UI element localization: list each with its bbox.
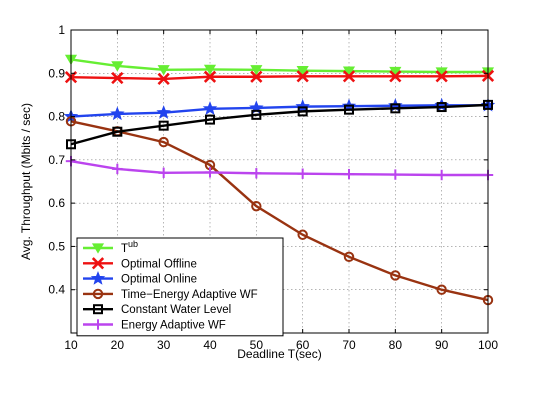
legend-marker	[92, 288, 104, 300]
legend-entry: Constant Water Level	[83, 304, 231, 316]
data-point	[343, 168, 355, 180]
data-point	[390, 103, 401, 114]
legend-marker	[90, 270, 106, 285]
legend-marker	[93, 304, 103, 315]
x-tick-label: 40	[203, 338, 217, 352]
x-tick-label: 70	[342, 338, 356, 352]
data-point	[436, 169, 447, 181]
legend-entry: Optimal Online	[83, 270, 197, 286]
series-line	[70, 159, 488, 177]
y-tick-label: 0.4	[48, 283, 65, 297]
legend-label: Time−Energy Adaptive WF	[121, 289, 258, 301]
x-tick-label: 10	[64, 338, 78, 352]
data-point	[158, 120, 169, 131]
y-axis-label: Avg. Throughput (Mbits / sec)	[19, 103, 33, 260]
data-point	[158, 167, 169, 179]
data-point	[111, 61, 124, 72]
data-point	[250, 65, 263, 76]
data-point	[251, 200, 262, 212]
series-4	[66, 99, 493, 150]
series-line	[70, 58, 488, 74]
legend-entry: Tub	[83, 239, 138, 255]
legend-entry: Time−Energy Adaptive WF	[83, 288, 258, 301]
x-tick-label: 60	[296, 338, 310, 352]
data-point	[436, 284, 447, 295]
series-line	[70, 103, 489, 146]
data-point	[344, 104, 354, 115]
x-axis-label: Deadline T(sec)	[237, 347, 321, 361]
data-point	[296, 70, 309, 83]
legend-marker	[91, 257, 105, 270]
data-point	[111, 71, 124, 85]
data-point	[390, 169, 401, 180]
data-point	[205, 114, 215, 125]
legend: Tub Optimal Offline Optimal Online Time−Ene…	[76, 237, 284, 337]
x-tick-label: 20	[111, 338, 125, 352]
data-point	[203, 64, 217, 76]
data-point	[295, 99, 310, 113]
series-2	[63, 97, 496, 123]
y-tick-label: 0.9	[48, 66, 65, 80]
series-line	[70, 120, 489, 302]
legend-label: Constant Water Level	[121, 304, 231, 316]
data-point	[204, 167, 216, 178]
legend-marker	[91, 243, 105, 254]
data-point	[297, 168, 308, 179]
series-line	[70, 104, 488, 118]
y-tick-label: 0.8	[48, 110, 65, 124]
data-point	[158, 136, 169, 148]
series-5	[65, 155, 494, 181]
y-tick-label: 0.5	[48, 239, 65, 253]
data-point	[251, 109, 262, 120]
series-3	[65, 116, 494, 306]
legend-entry: Optimal Offline	[83, 257, 197, 270]
data-point	[202, 101, 218, 115]
legend-box	[76, 237, 284, 337]
data-point	[112, 126, 123, 137]
data-point	[110, 106, 125, 121]
data-point	[343, 251, 355, 263]
data-point	[389, 70, 402, 83]
legend-label: Optimal Online	[121, 274, 197, 286]
data-point	[389, 66, 402, 78]
data-point	[390, 270, 401, 281]
data-point	[156, 105, 171, 119]
data-point	[157, 65, 170, 76]
y-tick-label: 0.7	[48, 153, 65, 167]
data-point	[297, 229, 308, 240]
legend-label: Tub	[121, 239, 138, 255]
legend-marker	[92, 319, 104, 330]
y-tick-label: 0.6	[48, 196, 65, 210]
data-point	[251, 168, 262, 179]
data-point	[342, 70, 356, 83]
x-tick-label: 30	[157, 338, 171, 352]
x-tick-label: 50	[250, 338, 264, 352]
y-tick-label: 1	[58, 23, 65, 37]
x-tick-label: 100	[478, 338, 498, 352]
data-point	[250, 70, 263, 83]
x-tick-label: 80	[389, 338, 403, 352]
data-point	[435, 70, 448, 83]
series-0	[64, 54, 495, 78]
legend-entry: Energy Adaptive WF	[83, 319, 226, 332]
data-point	[203, 70, 217, 83]
legend-label: Energy Adaptive WF	[121, 320, 226, 332]
data-point	[157, 72, 170, 86]
data-point	[296, 66, 309, 77]
data-point	[297, 106, 308, 117]
data-point	[436, 102, 447, 113]
legend-label: Optimal Offline	[121, 258, 197, 270]
series-layer	[63, 54, 496, 306]
ticks: 10 20 30 40 50 60 70 80 90 100 0.4 0.5 0.6 0.7 0.8 0.9 1	[48, 23, 498, 352]
series-line	[70, 74, 489, 81]
data-point	[112, 163, 123, 175]
x-tick-label: 90	[435, 338, 449, 352]
data-point	[342, 66, 356, 77]
